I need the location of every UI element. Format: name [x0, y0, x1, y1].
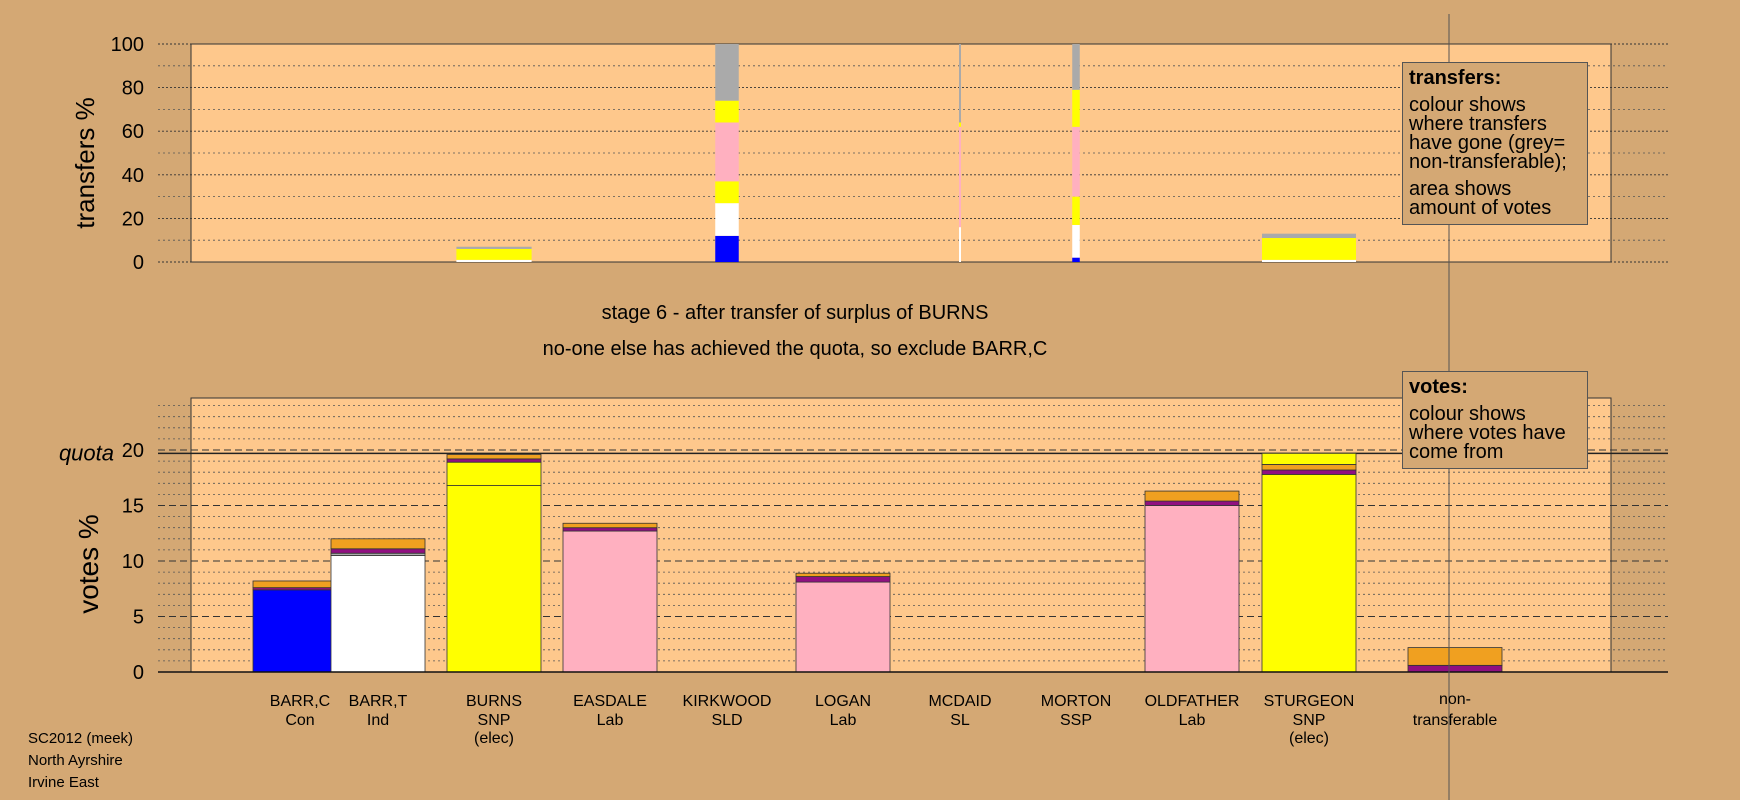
transfers-legend-text-2: area shows amount of votes: [1409, 178, 1552, 219]
votes-y-axis-label: votes %: [73, 514, 104, 614]
vote-bar-segment-barr-t-ind: [330, 555, 426, 673]
candidate-party-oldfather: Lab: [1179, 712, 1206, 729]
vote-bar-segment-burns-other: [446, 458, 542, 463]
vote-bar-segment-burns-snp: [446, 461, 542, 486]
votes-legend-title: votes:: [1409, 376, 1468, 398]
transfers-y-tick-label: 100: [111, 34, 144, 56]
transfers-y-tick-label: 60: [122, 121, 144, 143]
vote-bar-segment-logan-other: [795, 576, 891, 583]
candidate-party-burns: SNP: [478, 712, 511, 729]
vote-bar-segment-sturgeon-other: [1261, 469, 1357, 475]
transfer-bar-segment-kirkwood-snp: [715, 100, 739, 123]
vote-bar-segment-sturgeon-snp: [1261, 474, 1357, 673]
transfer-bar-segment-burns-nontransferable: [456, 246, 532, 249]
transfer-bar-segment-kirkwood-lab: [715, 122, 739, 182]
vote-bar-segment-logan-lab: [795, 581, 891, 673]
stage-title: stage 6 - after transfer of surplus of B…: [601, 302, 989, 324]
quota-label: quota: [59, 440, 114, 465]
vote-bar-segment-logan-sld: [795, 572, 891, 577]
candidate-party-morton: SSP: [1060, 712, 1092, 729]
footer-ward: Irvine East: [28, 774, 99, 791]
candidate-label-oldfather: OLDFATHER: [1145, 693, 1240, 710]
vote-bar-segment-sturgeon-snp: [1261, 452, 1357, 465]
transfer-bar-segment-kirkwood-ind: [715, 203, 739, 236]
candidate-label-morton: MORTON: [1041, 693, 1112, 710]
vote-bar-segment-easdale-sld: [562, 522, 658, 529]
transfer-bar-segment-mcdaid-ind: [959, 227, 961, 262]
candidate-elected-sturgeon: (elec): [1289, 730, 1329, 747]
transfer-bar-segment-mcdaid-nontransferable: [959, 44, 961, 123]
candidate-label-logan: LOGAN: [815, 693, 871, 710]
candidate-label-mcdaid: MCDAID: [928, 693, 991, 710]
candidate-party-logan: Lab: [830, 712, 857, 729]
candidate-label-barr-t: BARR,T: [349, 693, 408, 710]
candidate-party-barr-c: Con: [285, 712, 314, 729]
votes-y-tick-label: 0: [133, 662, 144, 684]
transfer-bar-segment-sturgeon-ind: [1262, 259, 1356, 262]
nontransferable-label-line1: non-: [1439, 691, 1471, 708]
vote-bar-segment-easdale-lab: [562, 530, 658, 673]
votes-y-tick-label: 15: [122, 496, 144, 518]
votes-plot-area: [190, 397, 1612, 673]
transfer-bar-segment-kirkwood-con: [715, 235, 739, 262]
transfers-y-tick-label: 20: [122, 208, 144, 230]
vote-bar-segment-burns-sld: [446, 454, 542, 460]
vote-bar-segment-barr-t-sld: [330, 538, 426, 550]
transfer-bar-segment-mcdaid-lab: [959, 126, 961, 228]
votes-legend: votes: colour shows where votes have com…: [1402, 371, 1588, 469]
candidate-elected-burns: (elec): [474, 730, 514, 747]
candidate-label-easdale: EASDALE: [573, 693, 647, 710]
vote-bar-segment-burns-snp: [446, 485, 542, 673]
vote-bar-segment-oldfather-sld: [1144, 490, 1240, 502]
transfer-bar-segment-burns-ind: [456, 259, 532, 262]
transfer-bar-segment-morton-ind: [1072, 224, 1080, 258]
vote-bar-segment-barr-t-other: [330, 548, 426, 554]
transfer-bar-segment-morton-nontransferable: [1072, 44, 1080, 90]
votes-legend-text-1: colour shows where votes have come from: [1409, 403, 1566, 463]
transfer-bar-segment-morton-snp: [1072, 196, 1080, 225]
candidate-party-kirkwood: SLD: [711, 712, 742, 729]
votes-y-tick-label: 20: [122, 440, 144, 462]
transfers-y-tick-label: 40: [122, 165, 144, 187]
transfer-bar-segment-sturgeon-nontransferable: [1262, 233, 1356, 239]
nontransferable-label-line2: transferable: [1413, 712, 1498, 729]
candidate-party-sturgeon: SNP: [1293, 712, 1326, 729]
votes-y-tick-label: 10: [122, 551, 144, 573]
vote-bar-segment-nontransferable-other: [1407, 664, 1503, 673]
candidate-party-easdale: Lab: [597, 712, 624, 729]
transfer-bar-segment-kirkwood-nontransferable: [715, 44, 739, 101]
transfers-legend: transfers: colour shows where transfers …: [1402, 62, 1588, 225]
candidate-party-barr-t: Ind: [367, 712, 389, 729]
transfer-bar-segment-mcdaid-snp: [959, 122, 961, 127]
vote-bar-segment-oldfather-other: [1144, 500, 1240, 506]
transfers-y-tick-label: 0: [133, 252, 144, 274]
transfer-bar-segment-morton-snp: [1072, 89, 1080, 127]
candidate-label-burns: BURNS: [466, 693, 522, 710]
stage-subtitle: no-one else has achieved the quota, so e…: [542, 338, 1048, 360]
footer-council: North Ayrshire: [28, 752, 123, 769]
footer-info: SC2012 (meek) North Ayrshire Irvine East: [28, 728, 133, 794]
footer-count-method: SC2012 (meek): [28, 730, 134, 747]
transfer-bar-segment-morton-con: [1072, 257, 1080, 262]
vote-bar-segment-easdale-other: [562, 527, 658, 532]
vote-bar-segment-oldfather-lab: [1144, 505, 1240, 673]
candidate-party-mcdaid: SL: [950, 712, 970, 729]
vote-bar-segment-sturgeon-sld: [1261, 464, 1357, 471]
transfer-bar-segment-burns-snp: [456, 248, 532, 260]
transfers-y-axis-label: transfers %: [70, 97, 100, 229]
transfer-bar-segment-morton-lab: [1072, 126, 1080, 197]
transfers-legend-text-1: colour shows where transfers have gone (…: [1409, 94, 1567, 173]
transfer-bar-segment-sturgeon-snp: [1262, 238, 1356, 260]
candidate-label-kirkwood: KIRKWOOD: [683, 693, 772, 710]
transfers-y-tick-label: 80: [122, 78, 144, 100]
vote-bar-segment-nontransferable-sld: [1407, 647, 1503, 666]
candidate-label-barr-c: BARR,C: [270, 693, 330, 710]
candidate-label-sturgeon: STURGEON: [1264, 693, 1355, 710]
transfer-bar-segment-kirkwood-snp: [715, 181, 739, 204]
votes-y-tick-label: 5: [133, 607, 144, 629]
transfers-legend-title: transfers:: [1409, 67, 1502, 89]
